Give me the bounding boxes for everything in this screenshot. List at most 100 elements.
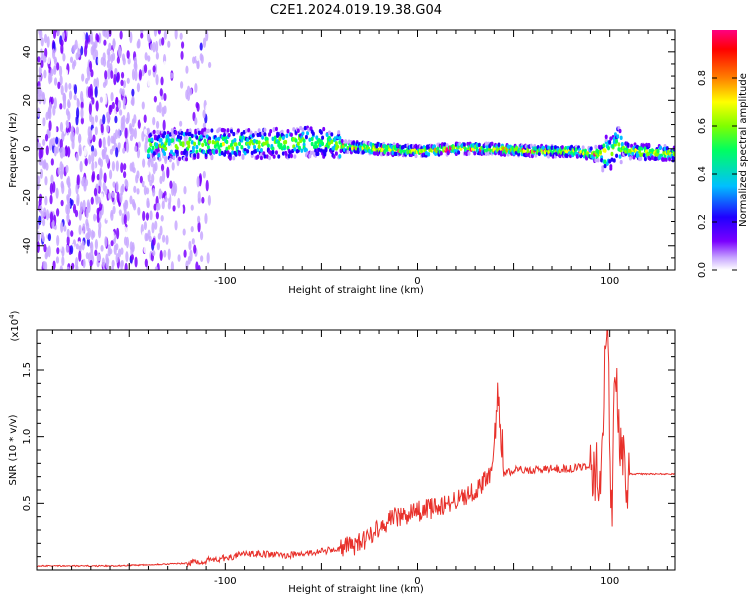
heatmap-cell (153, 203, 157, 211)
y-tick-label: -40 (22, 238, 33, 254)
heatmap-cell (163, 60, 167, 68)
colorbar-tick-label: 0.8 (697, 70, 708, 86)
heatmap-cell (180, 150, 184, 156)
heatmap-cell (271, 150, 275, 155)
heatmap-cell (589, 146, 593, 151)
page-title: C2E1.2024.019.19.38.G04 (270, 3, 442, 18)
heatmap-cell (88, 103, 92, 115)
heatmap-cell (116, 71, 120, 82)
heatmap-cell (603, 148, 607, 153)
heatmap-cell (84, 119, 88, 129)
heatmap-cell (49, 32, 53, 42)
heatmap-cell (163, 131, 167, 136)
heatmap-cell (44, 81, 48, 91)
heatmap-cell (93, 78, 97, 88)
heatmap-cell (123, 214, 127, 226)
heatmap-cell (155, 178, 159, 191)
heatmap-cell (226, 150, 230, 155)
heatmap-cell (356, 149, 360, 155)
heatmap-cell (285, 133, 289, 139)
heatmap-cell (195, 261, 199, 270)
heatmap-cell (263, 154, 267, 159)
heatmap-cell (193, 141, 197, 147)
heatmap-cell (160, 163, 165, 172)
heatmap-cell (104, 236, 108, 248)
heatmap-cell (167, 201, 171, 210)
heatmap-cell (136, 82, 141, 93)
heatmap-cell (161, 170, 166, 182)
heatmap-cell (141, 101, 145, 110)
heatmap-cell (61, 31, 65, 40)
heatmap-cell (164, 146, 168, 152)
heatmap-cell (201, 142, 205, 148)
colorbar: 0.0 0.2 0.4 0.6 0.8 Normalized spectral ampl… (697, 30, 749, 278)
heatmap-cell (75, 126, 80, 135)
heatmap-cell (168, 132, 172, 137)
heatmap-cell (49, 182, 53, 195)
heatmap-cell (281, 151, 285, 156)
heatmap-cell (66, 177, 70, 186)
heatmap-cell (110, 212, 114, 221)
heatmap-cell (206, 252, 210, 264)
heatmap-cell (662, 157, 666, 162)
heatmap-cell (114, 115, 118, 124)
heatmap-cell (257, 128, 261, 133)
heatmap-cell (83, 146, 87, 157)
heatmap-cell (69, 208, 74, 221)
heatmap-cell (339, 148, 343, 153)
heatmap-cell (202, 149, 206, 155)
heatmap-cell (59, 265, 63, 270)
heatmap-cell (315, 135, 319, 140)
heatmap-cell (671, 158, 675, 163)
heatmap-cell (44, 47, 48, 59)
heatmap-cell (240, 145, 244, 150)
heatmap-cell (82, 199, 86, 212)
heatmap-cell (381, 147, 385, 153)
heatmap-cell (47, 53, 51, 65)
heatmap-cell (163, 30, 167, 40)
heatmap-cell (610, 157, 614, 162)
heatmap-cell (76, 174, 80, 186)
heatmap-cell (161, 185, 165, 193)
heatmap-cell (217, 145, 221, 150)
heatmap-cell (555, 151, 559, 157)
heatmap-cell (157, 30, 161, 35)
heatmap-cell (111, 52, 116, 61)
heatmap-cell (161, 200, 165, 210)
heatmap-cell (55, 256, 60, 264)
heatmap-cell (163, 151, 167, 157)
heatmap-cell (609, 166, 613, 171)
heatmap-cell (122, 121, 126, 130)
heatmap-cell (203, 131, 207, 136)
heatmap-cell (144, 52, 148, 61)
heatmap-cell (81, 32, 85, 44)
heatmap-cell (603, 159, 607, 164)
heatmap-cell (65, 108, 70, 116)
heatmap-cell (43, 55, 47, 63)
heatmap-cell (120, 259, 124, 267)
heatmap-cell (616, 134, 620, 139)
heatmap-cell (94, 126, 98, 136)
heatmap-cell (213, 140, 217, 146)
heatmap-cell (94, 114, 99, 123)
heatmap-cell (124, 127, 128, 139)
heatmap-cell (122, 97, 126, 105)
heatmap-cell (95, 193, 99, 205)
heatmap-cell (131, 97, 135, 107)
heatmap-cell (208, 139, 212, 145)
heatmap-cell (97, 253, 101, 262)
heatmap-cell (43, 33, 48, 44)
heatmap-cell (607, 145, 611, 151)
heatmap-cell (257, 140, 261, 145)
heatmap-cell (484, 141, 488, 146)
heatmap-cell (67, 202, 71, 209)
heatmap-cell (148, 235, 152, 243)
heatmap-cell (52, 30, 57, 39)
heatmap-cell (619, 159, 623, 165)
heatmap-cell (103, 39, 107, 46)
heatmap-cell (549, 152, 553, 157)
heatmap-cell (639, 156, 643, 161)
heatmap-cell (310, 141, 314, 147)
heatmap-cell (126, 226, 130, 234)
heatmap-cell (401, 144, 405, 150)
